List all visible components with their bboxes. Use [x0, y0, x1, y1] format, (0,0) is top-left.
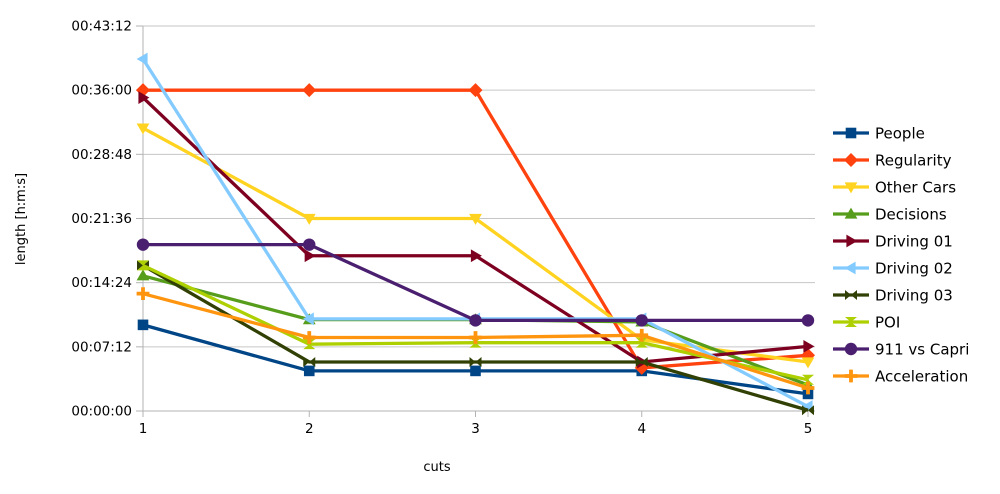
series-marker-acceleration — [469, 331, 482, 344]
series-marker-other-cars — [302, 213, 316, 225]
legend-marker-other-cars — [844, 182, 858, 194]
x-tick-label: 5 — [804, 421, 813, 437]
series-marker-driving-03 — [303, 356, 316, 367]
y-tick-label: 00:43:12 — [71, 19, 132, 35]
legend-marker-regularity — [844, 153, 858, 167]
legend-marker-driving-02 — [844, 261, 856, 275]
legend-item-driving-01: Driving 01 — [833, 233, 953, 251]
series-driving-01 — [138, 91, 815, 369]
legend-item-other-cars: Other Cars — [833, 179, 956, 197]
legend-label-decisions: Decisions — [875, 206, 947, 224]
series-marker-poi — [802, 374, 814, 385]
legend-marker-911-vs-capri — [844, 342, 858, 356]
legend-label-other-cars: Other Cars — [875, 179, 956, 197]
series-marker-driving-03 — [802, 405, 814, 416]
series-marker-911-vs-capri — [303, 238, 316, 251]
legend-item-acceleration: Acceleration — [833, 368, 968, 386]
series-regularity — [136, 83, 815, 375]
x-tick-label: 3 — [471, 421, 480, 437]
series-marker-911-vs-capri — [469, 314, 482, 327]
legend-marker-decisions — [844, 207, 858, 219]
series-marker-911-vs-capri — [635, 314, 648, 327]
series-marker-poi — [137, 260, 149, 271]
legend-label-poi: POI — [875, 314, 900, 332]
legend-marker-people — [845, 127, 857, 139]
y-tick-label: 00:07:12 — [71, 339, 132, 355]
series-marker-regularity — [302, 83, 317, 98]
legend-item-regularity: Regularity — [833, 152, 952, 170]
series-marker-driving-03 — [469, 356, 482, 367]
x-axis-title: cuts — [423, 460, 450, 475]
legend-marker-driving-03 — [845, 290, 857, 300]
legend-marker-acceleration — [844, 369, 858, 383]
y-tick-label: 00:00:00 — [71, 404, 132, 420]
series-lines — [136, 52, 815, 416]
legend-label-people: People — [875, 125, 925, 143]
legend-label-911-vs-capri: 911 vs Capri — [875, 341, 969, 359]
series-marker-people — [303, 365, 315, 377]
legend-item-poi: POI — [833, 314, 900, 332]
series-line-driving-02 — [141, 58, 809, 409]
series-acceleration — [136, 287, 815, 395]
series-marker-driving-01 — [304, 249, 316, 263]
legend-label-driving-01: Driving 01 — [875, 233, 953, 251]
y-tick-label: 00:21:36 — [71, 211, 132, 227]
series-marker-driving-01 — [138, 91, 150, 104]
legend-label-acceleration: Acceleration — [875, 368, 968, 386]
legend-item-911-vs-capri: 911 vs Capri — [833, 341, 969, 359]
legend-marker-poi — [845, 317, 857, 327]
series-marker-other-cars — [469, 213, 482, 225]
gridlines — [143, 25, 815, 348]
series-marker-other-cars — [801, 357, 815, 369]
legend-label-regularity: Regularity — [875, 152, 952, 170]
legend: People Regularity Other Cars Decisions Drivi… — [833, 125, 969, 386]
series-911-vs-capri — [136, 238, 815, 327]
legend-item-driving-03: Driving 03 — [833, 287, 953, 305]
x-tick-label: 2 — [305, 421, 314, 437]
legend-item-decisions: Decisions — [833, 206, 947, 224]
series-marker-911-vs-capri — [136, 238, 150, 251]
y-tick-label: 00:36:00 — [71, 83, 132, 99]
y-tick-label: 00:14:24 — [71, 275, 132, 291]
series-marker-decisions — [136, 269, 150, 281]
series-marker-poi — [303, 339, 316, 350]
legend-label-driving-02: Driving 02 — [875, 260, 953, 278]
legend-item-people: People — [833, 125, 925, 143]
legend-label-driving-03: Driving 03 — [875, 287, 953, 305]
series-marker-acceleration — [801, 381, 815, 395]
series-marker-driving-01 — [470, 249, 482, 263]
series-marker-driving-02 — [136, 52, 148, 66]
x-tick-label: 1 — [139, 421, 148, 437]
series-marker-acceleration — [302, 331, 316, 344]
x-tick-label: 4 — [637, 421, 646, 437]
tick-labels: 00:00:00 00:07:12 00:14:24 00:21:36 00:28:48… — [71, 19, 812, 438]
series-marker-people — [137, 319, 149, 331]
series-marker-911-vs-capri — [801, 314, 815, 327]
series-marker-people — [470, 365, 481, 377]
series-marker-acceleration — [635, 328, 649, 342]
legend-marker-driving-01 — [846, 234, 858, 248]
series-marker-driving-02 — [302, 312, 314, 326]
series-marker-poi — [635, 337, 648, 348]
y-axis-title: length [h:m:s] — [14, 173, 29, 265]
series-marker-regularity — [468, 83, 483, 98]
series-marker-acceleration — [136, 287, 150, 301]
legend-item-driving-02: Driving 02 — [833, 260, 953, 278]
y-tick-label: 00:28:48 — [71, 147, 132, 163]
series-marker-other-cars — [136, 123, 150, 135]
series-marker-driving-01 — [803, 339, 815, 353]
series-marker-driving-03 — [635, 356, 648, 367]
